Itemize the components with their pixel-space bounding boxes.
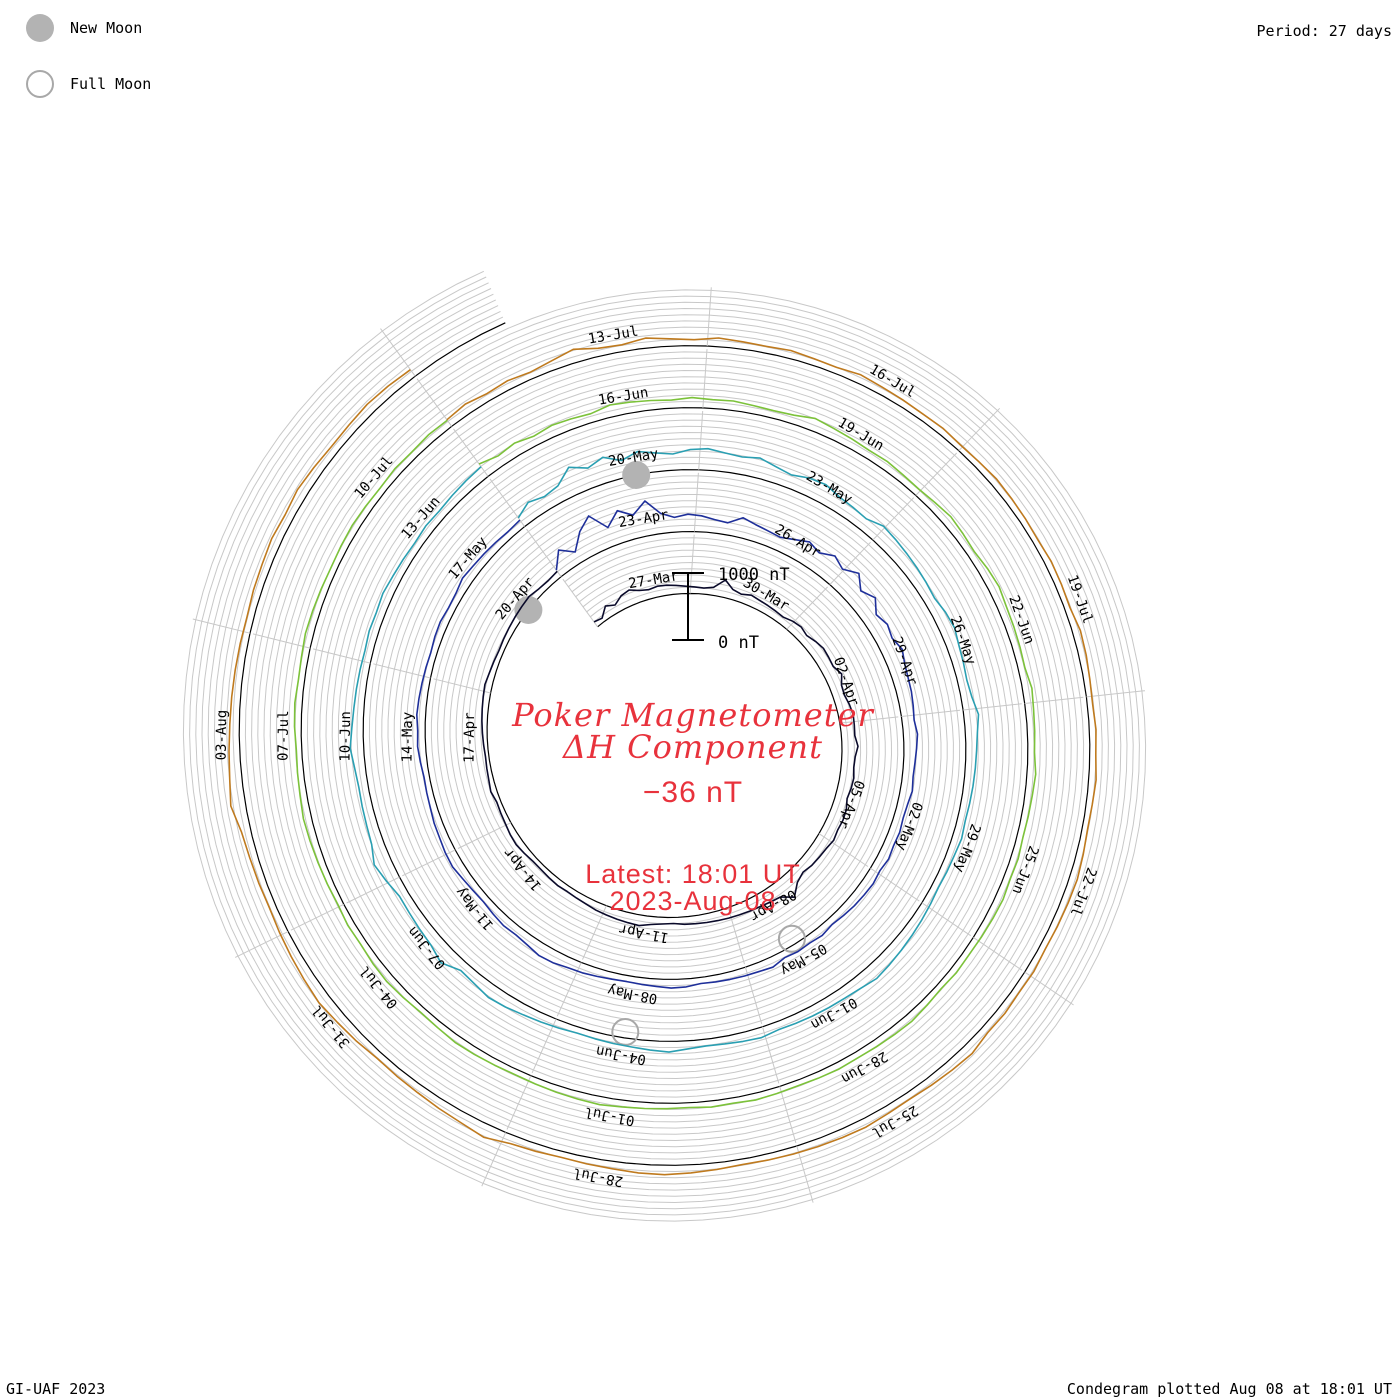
legend-full-moon: Full Moon bbox=[26, 68, 151, 100]
radial-grid-spoke bbox=[693, 472, 699, 532]
moon-marker-layer bbox=[514, 461, 806, 1046]
full-moon-label: Full Moon bbox=[70, 75, 152, 93]
radial-grid-spoke bbox=[872, 497, 915, 541]
radial-grid-spoke bbox=[192, 618, 251, 634]
radial-grid-spoke bbox=[839, 716, 899, 724]
legend-new-moon: New Moon bbox=[26, 12, 142, 44]
spiral-grid-line bbox=[207, 293, 1122, 1197]
scale-bar: 1000 nT 0 nT bbox=[672, 565, 790, 653]
grid-layer bbox=[182, 270, 1147, 1222]
full-moon-marker bbox=[777, 924, 806, 953]
radial-grid-spoke bbox=[433, 678, 491, 694]
series-trace-1 bbox=[481, 570, 859, 927]
series-trace-3 bbox=[349, 447, 980, 1053]
period-label: Period: 27 days bbox=[1256, 22, 1392, 40]
radial-grid-spoke bbox=[901, 709, 961, 717]
radial-grid-spoke bbox=[346, 876, 400, 904]
series-trace-4 bbox=[293, 396, 1037, 1110]
new-moon-marker bbox=[622, 461, 651, 489]
radial-grid-spoke bbox=[380, 328, 416, 377]
radial-grid-spoke bbox=[706, 287, 712, 347]
series-trace-5 bbox=[228, 337, 1097, 1176]
date-label: 23-May bbox=[803, 468, 855, 508]
radial-grid-spoke bbox=[252, 633, 311, 649]
new-moon-label: New Moon bbox=[70, 19, 143, 37]
spiral-grid-line bbox=[226, 310, 1103, 1179]
radial-grid-spoke bbox=[973, 936, 1023, 971]
radial-grid-spoke bbox=[744, 967, 763, 1024]
date-label: 26-Apr bbox=[772, 522, 824, 562]
radial-grid-spoke bbox=[689, 534, 695, 594]
radial-grid-spoke bbox=[416, 378, 453, 427]
date-label: 17-Apr bbox=[462, 712, 479, 763]
new-moon-icon bbox=[26, 14, 54, 42]
date-label: 13-Jun bbox=[399, 494, 444, 543]
radial-grid-spoke bbox=[312, 648, 371, 664]
scale-bar-bottom-label: 0 nT bbox=[718, 633, 759, 653]
date-label: 19-Jun bbox=[835, 415, 887, 455]
radial-grid-spoke bbox=[829, 541, 871, 585]
date-label: 07-Jul bbox=[276, 710, 293, 761]
spiral-grid-line bbox=[195, 282, 1134, 1210]
date-label: 19-Jul bbox=[1064, 573, 1096, 626]
radial-grid-spoke bbox=[526, 528, 562, 577]
spiral-grid-line bbox=[238, 322, 1091, 1166]
current-value: −36 nT bbox=[642, 776, 744, 809]
radial-grid-spoke bbox=[698, 410, 704, 470]
radial-grid-spoke bbox=[506, 1075, 532, 1130]
chart-title: Poker Magnetometer bbox=[512, 696, 874, 734]
radial-grid-spoke bbox=[1086, 690, 1146, 698]
new-moon-marker bbox=[514, 596, 543, 624]
radial-grid-spoke bbox=[489, 478, 526, 527]
radial-grid-spoke bbox=[915, 452, 958, 496]
date-label: 10-Jun bbox=[338, 711, 355, 762]
radial-grid-spoke bbox=[453, 428, 489, 477]
date-label: 16-Jul bbox=[866, 362, 918, 402]
radial-grid-spoke bbox=[582, 905, 607, 960]
radial-grid-spoke bbox=[1024, 971, 1074, 1006]
radial-grid-spoke bbox=[796, 1145, 814, 1203]
series-trace-2 bbox=[416, 500, 919, 989]
footer-credit: GI-UAF 2023 bbox=[6, 1380, 106, 1398]
radial-grid-spoke bbox=[958, 407, 1001, 452]
spiral-grid-line bbox=[182, 270, 1147, 1222]
radial-grid-spoke bbox=[290, 903, 345, 931]
radial-grid-spoke bbox=[779, 1086, 797, 1144]
latest-date: 2023-Aug-08 bbox=[609, 886, 777, 916]
radial-grid-spoke bbox=[562, 578, 599, 628]
radial-grid-spoke bbox=[963, 703, 1022, 711]
radial-grid-spoke bbox=[921, 902, 971, 937]
full-moon-icon bbox=[26, 70, 54, 98]
date-label: 03-Aug bbox=[214, 710, 231, 761]
radial-grid-spoke bbox=[373, 663, 431, 679]
radial-grid-spoke bbox=[531, 1018, 557, 1074]
footer-plotted-at: Condegram plotted Aug 08 at 18:01 UT bbox=[1066, 1380, 1392, 1398]
spiral-grid-line bbox=[220, 305, 1109, 1185]
radial-grid-spoke bbox=[1024, 696, 1084, 704]
date-label: 14-May bbox=[400, 712, 417, 763]
chart-subtitle: ΔH Component bbox=[562, 728, 824, 766]
spiral-grid-line bbox=[189, 276, 1140, 1216]
latest-time: Latest: 18:01 UT bbox=[585, 859, 801, 889]
date-label: 22-Jun bbox=[1005, 593, 1037, 646]
scale-bar-top-label: 1000 nT bbox=[718, 565, 790, 585]
radial-grid-spoke bbox=[234, 931, 289, 958]
radial-grid-spoke bbox=[818, 833, 869, 867]
spiral-grid-line bbox=[213, 299, 1116, 1191]
series-layer bbox=[228, 337, 1097, 1176]
radial-grid-spoke bbox=[457, 822, 512, 849]
spiral-grid-line bbox=[201, 288, 1128, 1204]
date-label: 17-May bbox=[446, 534, 491, 583]
